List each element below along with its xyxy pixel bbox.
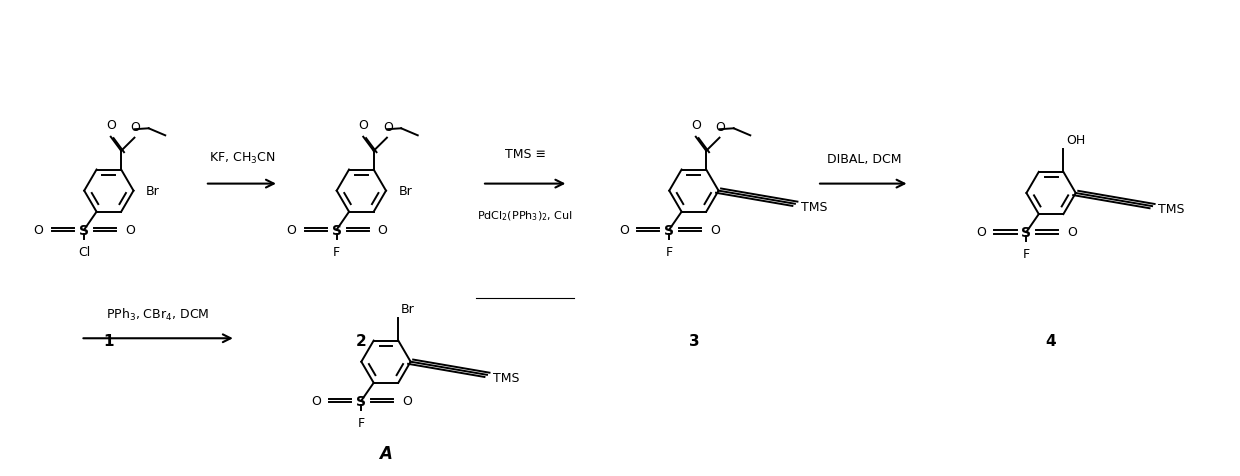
Text: F: F [1023, 248, 1030, 261]
Text: A: A [379, 444, 392, 462]
Text: 3: 3 [688, 333, 699, 348]
Text: PdCl$_2$(PPh$_3$)$_2$, CuI: PdCl$_2$(PPh$_3$)$_2$, CuI [477, 209, 573, 223]
Text: S: S [79, 223, 89, 237]
Text: F: F [666, 246, 673, 258]
Text: S: S [1022, 226, 1032, 239]
Text: TMS: TMS [494, 371, 520, 384]
Text: S: S [332, 223, 342, 237]
Text: O: O [286, 224, 296, 237]
Text: TMS: TMS [801, 200, 827, 213]
Text: TMS: TMS [1158, 202, 1184, 216]
Text: TMS ≡: TMS ≡ [505, 148, 546, 161]
Text: O: O [358, 119, 368, 132]
Text: F: F [358, 416, 365, 429]
Text: O: O [691, 119, 701, 132]
Text: O: O [105, 119, 115, 132]
Text: 1: 1 [104, 333, 114, 348]
Text: O: O [402, 394, 412, 407]
Text: O: O [125, 224, 135, 237]
Text: O: O [383, 121, 393, 134]
Text: DIBAL, DCM: DIBAL, DCM [827, 152, 901, 166]
Text: O: O [976, 226, 986, 239]
Text: Br: Br [398, 185, 412, 198]
Text: PPh$_3$, CBr$_4$, DCM: PPh$_3$, CBr$_4$, DCM [107, 306, 210, 322]
Text: S: S [665, 223, 675, 237]
Text: Br: Br [146, 185, 160, 198]
Text: F: F [334, 246, 340, 258]
Text: Cl: Cl [78, 246, 91, 258]
Text: O: O [33, 224, 43, 237]
Text: O: O [311, 394, 321, 407]
Text: O: O [619, 224, 629, 237]
Text: 2: 2 [356, 333, 367, 348]
Text: O: O [709, 224, 719, 237]
Text: O: O [1068, 226, 1078, 239]
Text: OH: OH [1066, 134, 1085, 147]
Text: O: O [715, 121, 725, 134]
Text: O: O [377, 224, 387, 237]
Text: O: O [130, 121, 140, 134]
Text: Br: Br [401, 302, 414, 315]
Text: 4: 4 [1045, 333, 1056, 348]
Text: S: S [356, 394, 366, 408]
Text: KF, CH$_3$CN: KF, CH$_3$CN [208, 150, 275, 166]
